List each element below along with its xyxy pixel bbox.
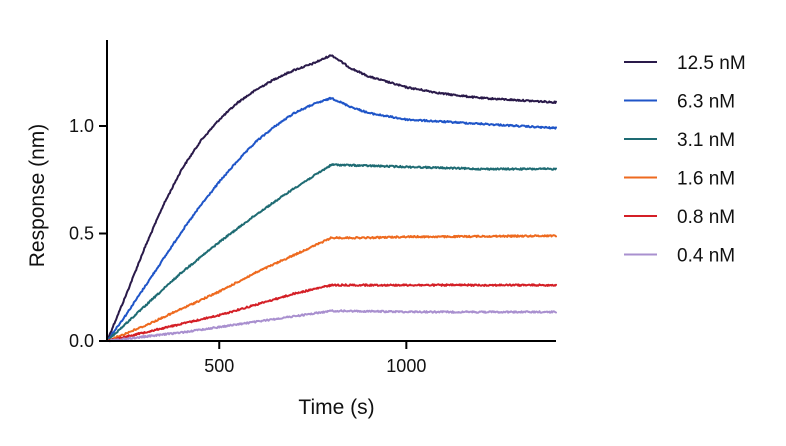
legend-item: 1.6 nM <box>624 169 735 190</box>
legend-label: 0.8 nM <box>677 207 735 228</box>
legend-item: 3.1 nM <box>624 130 735 151</box>
y-tick-label: 0.0 <box>69 331 94 351</box>
series-line-2 <box>106 96 557 342</box>
legend-item: 0.4 nM <box>624 246 735 267</box>
y-axis-title: Response (nm) <box>26 124 49 268</box>
legend-label: 0.4 nM <box>677 246 735 267</box>
series-line-6 <box>106 309 557 343</box>
y-tick-label: 0.5 <box>69 224 94 244</box>
legend-item: 12.5 nM <box>624 53 746 74</box>
x-axis-title: Time (s) <box>298 396 374 419</box>
axes-layer <box>106 40 556 342</box>
legend-item: 0.8 nM <box>624 207 735 228</box>
ticks-layer: 0.0 0.5 1.0 500 1000 <box>69 116 426 376</box>
x-tick-label: 500 <box>204 356 234 376</box>
legend-label: 1.6 nM <box>677 169 735 190</box>
y-tick-label: 1.0 <box>69 116 94 136</box>
legend-label: 6.3 nM <box>677 92 735 113</box>
series-line-5 <box>106 283 557 342</box>
series-layer <box>106 54 557 343</box>
legend: 12.5 nM 6.3 nM 3.1 nM 1.6 nM 0.8 nM 0.4 nM <box>624 53 746 267</box>
legend-label: 3.1 nM <box>677 130 735 151</box>
series-line-1 <box>106 54 557 342</box>
legend-label: 12.5 nM <box>677 53 746 74</box>
series-line-4 <box>106 234 557 342</box>
legend-item: 6.3 nM <box>624 92 735 113</box>
x-tick-label: 1000 <box>386 356 426 376</box>
series-line-3 <box>106 163 557 342</box>
